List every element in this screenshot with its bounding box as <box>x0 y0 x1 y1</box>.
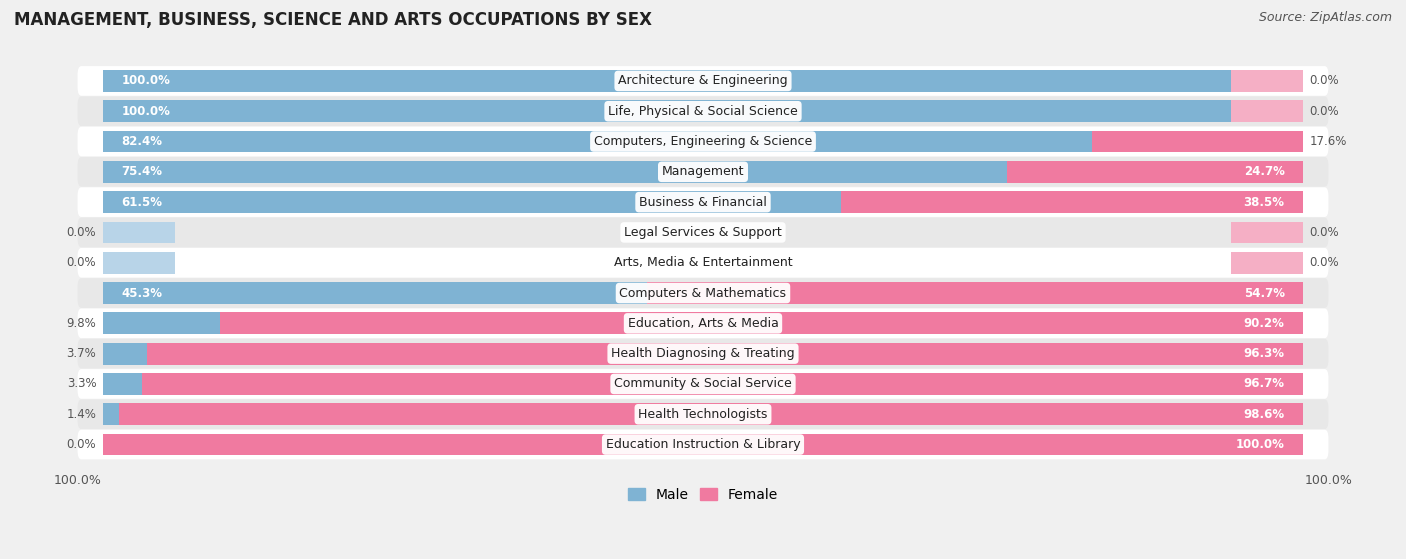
Text: Management: Management <box>662 165 744 178</box>
Text: 100.0%: 100.0% <box>1236 438 1285 451</box>
Bar <box>103 373 142 395</box>
Text: 61.5%: 61.5% <box>121 196 162 209</box>
Bar <box>103 282 647 304</box>
Text: Computers & Mathematics: Computers & Mathematics <box>620 287 786 300</box>
Text: 3.3%: 3.3% <box>66 377 96 390</box>
Bar <box>103 404 120 425</box>
FancyBboxPatch shape <box>77 399 1329 429</box>
Text: 3.7%: 3.7% <box>66 347 96 360</box>
Text: 0.0%: 0.0% <box>66 256 96 269</box>
Text: 100.0%: 100.0% <box>121 74 170 87</box>
FancyBboxPatch shape <box>77 430 1329 459</box>
Bar <box>103 312 221 334</box>
Bar <box>1092 131 1303 153</box>
Text: 24.7%: 24.7% <box>1244 165 1285 178</box>
Text: 1.4%: 1.4% <box>66 408 96 421</box>
Text: 82.4%: 82.4% <box>121 135 162 148</box>
FancyBboxPatch shape <box>77 127 1329 157</box>
Bar <box>103 434 174 456</box>
Bar <box>103 343 148 364</box>
Text: 17.6%: 17.6% <box>1310 135 1347 148</box>
Text: 0.0%: 0.0% <box>1310 256 1340 269</box>
Legend: Male, Female: Male, Female <box>623 482 783 508</box>
Bar <box>103 221 174 243</box>
FancyBboxPatch shape <box>77 309 1329 338</box>
Text: MANAGEMENT, BUSINESS, SCIENCE AND ARTS OCCUPATIONS BY SEX: MANAGEMENT, BUSINESS, SCIENCE AND ARTS O… <box>14 11 652 29</box>
Text: Community & Social Service: Community & Social Service <box>614 377 792 390</box>
Bar <box>103 70 1303 92</box>
Text: 90.2%: 90.2% <box>1244 317 1285 330</box>
Text: 0.0%: 0.0% <box>1310 105 1340 118</box>
Text: Education Instruction & Library: Education Instruction & Library <box>606 438 800 451</box>
Bar <box>647 282 1303 304</box>
Text: 96.3%: 96.3% <box>1244 347 1285 360</box>
Text: 0.0%: 0.0% <box>66 226 96 239</box>
Text: 0.0%: 0.0% <box>1310 226 1340 239</box>
FancyBboxPatch shape <box>77 278 1329 308</box>
Text: 96.7%: 96.7% <box>1244 377 1285 390</box>
FancyBboxPatch shape <box>77 157 1329 187</box>
Bar <box>142 373 1303 395</box>
Bar <box>103 161 1008 183</box>
Text: 38.5%: 38.5% <box>1244 196 1285 209</box>
Text: Health Diagnosing & Treating: Health Diagnosing & Treating <box>612 347 794 360</box>
FancyBboxPatch shape <box>77 66 1329 96</box>
Bar <box>103 131 1092 153</box>
Text: Legal Services & Support: Legal Services & Support <box>624 226 782 239</box>
Text: 9.8%: 9.8% <box>66 317 96 330</box>
Text: Education, Arts & Media: Education, Arts & Media <box>627 317 779 330</box>
Bar <box>103 191 841 213</box>
Text: 98.6%: 98.6% <box>1243 408 1285 421</box>
Text: 45.3%: 45.3% <box>121 287 162 300</box>
Text: Life, Physical & Social Science: Life, Physical & Social Science <box>609 105 797 118</box>
Text: Source: ZipAtlas.com: Source: ZipAtlas.com <box>1258 11 1392 24</box>
Bar <box>1232 221 1303 243</box>
Bar <box>841 191 1303 213</box>
Text: Arts, Media & Entertainment: Arts, Media & Entertainment <box>613 256 793 269</box>
Text: 54.7%: 54.7% <box>1244 287 1285 300</box>
Text: Health Technologists: Health Technologists <box>638 408 768 421</box>
FancyBboxPatch shape <box>77 339 1329 368</box>
FancyBboxPatch shape <box>77 248 1329 278</box>
FancyBboxPatch shape <box>77 369 1329 399</box>
Bar <box>1232 100 1303 122</box>
Text: Computers, Engineering & Science: Computers, Engineering & Science <box>593 135 813 148</box>
FancyBboxPatch shape <box>77 96 1329 126</box>
Bar <box>103 100 1303 122</box>
Text: 75.4%: 75.4% <box>121 165 162 178</box>
Text: Business & Financial: Business & Financial <box>640 196 766 209</box>
Bar <box>148 343 1303 364</box>
Text: 0.0%: 0.0% <box>66 438 96 451</box>
Bar <box>221 312 1303 334</box>
Bar <box>103 252 174 274</box>
Text: 0.0%: 0.0% <box>1310 74 1340 87</box>
FancyBboxPatch shape <box>77 217 1329 247</box>
Text: Architecture & Engineering: Architecture & Engineering <box>619 74 787 87</box>
Bar <box>1232 252 1303 274</box>
Text: 100.0%: 100.0% <box>121 105 170 118</box>
Bar <box>120 404 1303 425</box>
FancyBboxPatch shape <box>77 187 1329 217</box>
Bar <box>103 434 1303 456</box>
Bar <box>1232 70 1303 92</box>
Bar <box>1007 161 1303 183</box>
